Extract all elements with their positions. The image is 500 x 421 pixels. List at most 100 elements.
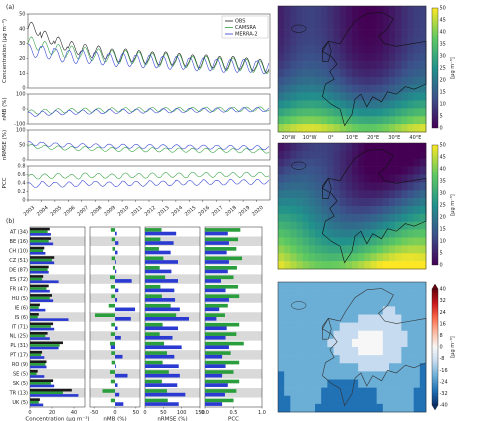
map-cell [389, 298, 396, 307]
map-cell [290, 322, 297, 332]
map-cell [278, 13, 285, 23]
map-cell [419, 76, 427, 86]
map-cell [333, 174, 340, 183]
map-cell [358, 314, 365, 323]
map-cell [278, 108, 285, 117]
map-cell [407, 261, 414, 270]
map-cell [315, 124, 322, 133]
map-cell [395, 371, 402, 380]
map-cell [315, 206, 322, 215]
map-cell [413, 182, 421, 191]
map-cell [290, 306, 297, 315]
map-cell [413, 150, 421, 160]
map-cell [296, 174, 303, 183]
map-cell [290, 69, 297, 78]
map-cell [376, 298, 384, 307]
map-cell [419, 355, 427, 364]
map-cell [407, 355, 414, 364]
map-cell [308, 158, 316, 167]
map-cell [401, 395, 408, 405]
map-cell [302, 21, 310, 30]
map-cell [419, 290, 427, 299]
map-cell [401, 403, 408, 413]
map-cell [327, 84, 334, 93]
map-cell [419, 237, 427, 246]
map-cell [315, 298, 322, 307]
bar-cams [145, 332, 160, 336]
map-cell [284, 143, 291, 152]
map-cell [290, 253, 297, 262]
bar-merra [30, 346, 59, 350]
map-cell [308, 314, 316, 323]
map-cell [296, 330, 303, 340]
map-cell [413, 190, 421, 199]
map-cell [315, 221, 322, 230]
row-band [30, 293, 85, 303]
map-cell [308, 92, 316, 101]
map-cell [308, 174, 316, 183]
map-cell [339, 84, 347, 93]
y-tick-label: 50 [19, 143, 25, 149]
bar-merra [145, 288, 175, 293]
row-band [30, 274, 85, 284]
map-cell [407, 371, 414, 380]
map-cell [308, 6, 316, 15]
y-tick-label: 10 [19, 71, 25, 77]
map-cell [389, 363, 396, 372]
map-cell [278, 282, 285, 291]
map-cell [327, 306, 334, 315]
map-cell [419, 190, 427, 199]
map-cell [327, 61, 334, 70]
map-cell [339, 13, 347, 23]
map-cell [333, 182, 340, 191]
map-cell [352, 338, 359, 348]
map-cell [364, 53, 371, 62]
map-cell [352, 143, 359, 152]
map-cell [308, 124, 316, 133]
map-cell [352, 13, 359, 23]
map-cell [284, 84, 291, 93]
map-cell [302, 282, 310, 291]
colorbar-tick-label: 32 [440, 298, 446, 304]
map-cell [376, 371, 384, 380]
map-cell [407, 174, 414, 183]
map-cell [407, 290, 414, 299]
map-cell [290, 395, 297, 405]
map-cell [339, 355, 347, 364]
map-cell [345, 92, 353, 101]
map-cell [321, 37, 328, 46]
map-cell [296, 290, 303, 299]
map-cell [327, 245, 334, 254]
map-cell [339, 29, 347, 38]
map-cell [407, 190, 414, 199]
map-cell [382, 100, 390, 109]
map-cell [395, 322, 402, 332]
country-label: BE (16) [10, 239, 28, 245]
map-cell [382, 363, 390, 372]
map-cell [321, 282, 328, 291]
map-cell [302, 379, 310, 388]
map-cell [413, 330, 421, 340]
map-cell [345, 124, 353, 133]
map-cell [358, 190, 365, 199]
map-cell [419, 143, 427, 152]
map-cell [327, 371, 334, 380]
map-cell [339, 237, 347, 246]
map-cell [333, 290, 340, 299]
bar-cams [205, 370, 234, 374]
series-line-camsra [27, 144, 270, 154]
bar-merra [115, 326, 118, 331]
map-cell [419, 245, 427, 254]
map-cell [339, 21, 347, 30]
bar-merra [115, 260, 116, 264]
map-cell [302, 355, 310, 364]
map-cell [321, 76, 328, 86]
map-cell [352, 150, 359, 160]
map-cell [321, 355, 328, 364]
map-cell [345, 290, 353, 299]
map-cell [395, 84, 402, 93]
map-cell [376, 198, 384, 207]
map-cell [290, 84, 297, 93]
map-cell [376, 84, 384, 93]
map-cell [419, 182, 427, 191]
